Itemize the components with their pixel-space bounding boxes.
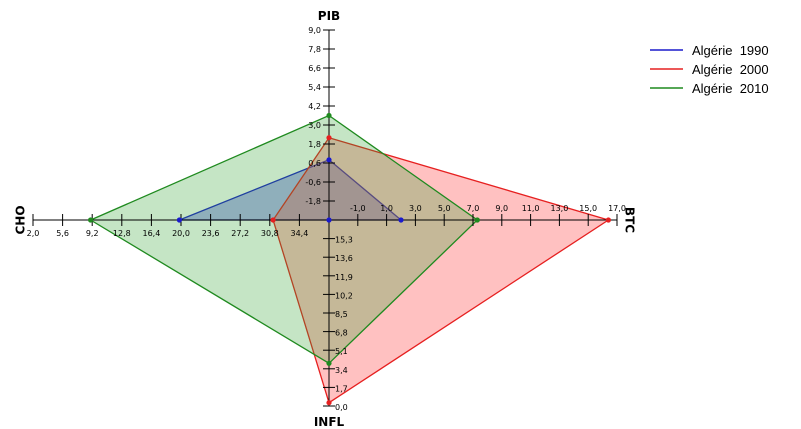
- tick-label-infl: 13,6: [335, 254, 353, 263]
- tick-label-cho: 20,0: [172, 229, 190, 238]
- data-point-2-pib: [326, 112, 332, 119]
- data-point-0-infl: [326, 217, 332, 223]
- data-point-0-pib: [326, 157, 332, 163]
- tick-label-infl: 5,1: [335, 347, 348, 356]
- tick-label-btc: 5,0: [438, 204, 451, 213]
- tick-label-cho: 27,2: [231, 229, 249, 238]
- data-point-2-btc: [474, 217, 480, 223]
- data-point-1-pib: [326, 135, 332, 141]
- legend-label-1: Algérie 2000: [692, 62, 769, 77]
- tick-label-pib: 1,8: [308, 140, 321, 149]
- tick-label-btc: 11,0: [522, 204, 540, 213]
- tick-label-btc: 9,0: [495, 204, 508, 213]
- legend-label-0: Algérie 1990: [692, 43, 769, 58]
- tick-label-infl: 3,4: [335, 366, 348, 375]
- tick-label-infl: 0,0: [335, 403, 348, 412]
- tick-label-infl: 15,3: [335, 236, 353, 245]
- data-point-0-cho: [176, 217, 182, 223]
- tick-label-infl: 11,9: [335, 273, 353, 282]
- tick-label-pib: -1,8: [305, 197, 321, 206]
- series-polygons: [89, 114, 610, 404]
- tick-label-pib: 6,6: [308, 64, 321, 73]
- data-point-2-infl: [326, 360, 332, 366]
- tick-label-cho: 9,2: [86, 229, 99, 238]
- tick-label-cho: 2,0: [27, 229, 40, 238]
- axis-title-btc: BTC: [623, 207, 637, 233]
- tick-label-pib: -0,6: [305, 178, 321, 187]
- tick-label-cho: 34,4: [290, 229, 308, 238]
- tick-label-btc: 3,0: [409, 204, 422, 213]
- tick-label-infl: 8,5: [335, 310, 348, 319]
- tick-label-infl: 1,7: [335, 384, 348, 393]
- data-point-1-infl: [326, 400, 332, 406]
- tick-label-infl: 10,2: [335, 291, 353, 300]
- tick-label-pib: 9,0: [308, 26, 321, 35]
- tick-label-cho: 12,8: [113, 229, 131, 238]
- tick-label-pib: 0,6: [308, 159, 321, 168]
- tick-label-btc: -1,0: [350, 204, 366, 213]
- legend-label-2: Algérie 2010: [692, 81, 769, 96]
- series-points: [88, 112, 612, 406]
- tick-label-btc: 17,0: [608, 204, 626, 213]
- data-point-1-cho: [270, 217, 276, 223]
- tick-label-btc: 15,0: [579, 204, 597, 213]
- data-point-0-btc: [398, 217, 404, 223]
- tick-label-cho: 30,8: [261, 229, 279, 238]
- tick-label-cho: 23,6: [202, 229, 220, 238]
- data-point-2-cho: [88, 217, 94, 223]
- axis-labels: -1,8 -0,6 0,6 1,8 3,0 4,2 5,4 6,6 7,8 9,0 PIB -1,0 1…: [14, 9, 637, 429]
- tick-label-cho: 5,6: [56, 229, 69, 238]
- tick-label-btc: 1,0: [380, 204, 393, 213]
- tick-label-pib: 5,4: [308, 83, 321, 92]
- tick-label-pib: 4,2: [308, 102, 321, 111]
- tick-label-btc: 13,0: [550, 204, 568, 213]
- tick-label-infl: 6,8: [335, 329, 348, 338]
- tick-label-btc: 7,0: [467, 204, 480, 213]
- axis-title-infl: INFL: [314, 415, 345, 429]
- legend: Algérie 1990 Algérie 2000 Algérie 2010: [650, 43, 769, 96]
- tick-label-pib: 7,8: [308, 45, 321, 54]
- axis-title-cho: CHO: [14, 205, 28, 234]
- data-point-1-btc: [605, 217, 612, 223]
- tick-label-cho: 16,4: [142, 229, 160, 238]
- axis-title-pib: PIB: [318, 9, 340, 23]
- tick-label-pib: 3,0: [308, 121, 321, 130]
